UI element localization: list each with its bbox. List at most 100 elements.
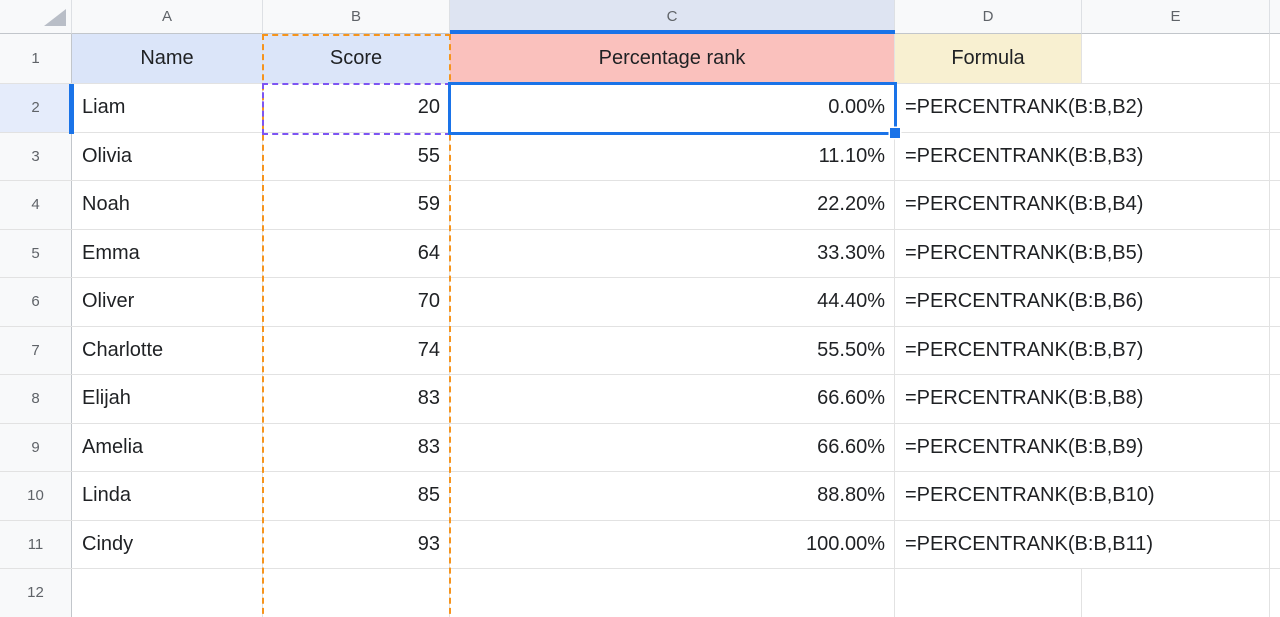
row-header-9[interactable]: 9 [0,423,72,471]
column-header-row: A B C D E [0,0,1280,34]
row-header-3[interactable]: 3 [0,132,72,180]
cell-A10[interactable]: Linda [72,472,263,520]
cell-C8[interactable]: 66.60% [450,375,895,423]
cell-A9[interactable]: Amelia [72,423,263,471]
row-header-12[interactable]: 12 [0,569,72,617]
cell-E9[interactable] [1082,423,1270,471]
cell-E10[interactable] [1082,472,1270,520]
sheet-row-10: 10 Linda 85 88.80% =PERCENTRANK(B:B,B10) [0,472,1280,521]
cell-C5[interactable]: 33.30% [450,229,895,277]
cell-F6[interactable] [1270,278,1280,326]
cell-D6[interactable]: =PERCENTRANK(B:B,B6) [905,290,1144,313]
cell-D1[interactable]: Formula [895,34,1082,83]
cell-F1[interactable] [1270,34,1280,83]
cell-A12[interactable] [72,569,263,617]
cell-F10[interactable] [1270,472,1280,520]
cell-B9[interactable]: 83 [263,423,450,471]
row-header-8[interactable]: 8 [0,375,72,423]
cell-D7[interactable]: =PERCENTRANK(B:B,B7) [905,338,1144,361]
cell-C7[interactable]: 55.50% [450,326,895,374]
cell-C1[interactable]: Percentage rank [450,34,895,83]
cell-C6[interactable]: 44.40% [450,278,895,326]
cell-B3[interactable]: 55 [263,132,450,180]
column-header-a[interactable]: A [72,0,263,34]
cell-F5[interactable] [1270,230,1280,278]
cell-A1[interactable]: Name [72,34,263,83]
cell-C9[interactable]: 66.60% [450,423,895,471]
cell-D5[interactable]: =PERCENTRANK(B:B,B5) [905,241,1144,264]
column-header-b[interactable]: B [263,0,450,34]
column-header-f-partial[interactable] [1270,0,1280,34]
cell-E2[interactable] [1082,84,1270,132]
cell-E1[interactable] [1082,34,1270,83]
cell-B12[interactable] [263,569,450,617]
cell-E11[interactable] [1082,520,1270,568]
column-header-c[interactable]: C [450,0,895,34]
cell-E12[interactable] [1082,569,1270,617]
cell-E6[interactable] [1082,278,1270,326]
cell-D8[interactable]: =PERCENTRANK(B:B,B8) [905,387,1144,410]
cell-A5[interactable]: Emma [72,229,263,277]
select-all-corner[interactable] [0,0,72,34]
cell-D12[interactable] [895,569,1082,617]
sheet-row-12: 12 [0,569,1280,617]
cell-F4[interactable] [1270,181,1280,229]
cell-E7[interactable] [1082,326,1270,374]
cell-B6[interactable]: 70 [263,278,450,326]
cell-E3[interactable] [1082,132,1270,180]
cell-C12[interactable] [450,569,895,617]
cell-D3[interactable]: =PERCENTRANK(B:B,B3) [905,144,1144,167]
sheet-row-7: 7 Charlotte 74 55.50% =PERCENTRANK(B:B,B… [0,326,1280,375]
cell-B1[interactable]: Score [263,34,450,83]
cell-C4[interactable]: 22.20% [450,181,895,229]
cell-B4[interactable]: 59 [263,181,450,229]
cell-A6[interactable]: Oliver [72,278,263,326]
cell-A7[interactable]: Charlotte [72,326,263,374]
sheet-row-4: 4 Noah 59 22.20% =PERCENTRANK(B:B,B4) [0,181,1280,230]
cell-E5[interactable] [1082,229,1270,277]
cell-D9[interactable]: =PERCENTRANK(B:B,B9) [905,435,1144,458]
sheet-row-2: 2 Liam 20 0.00% =PERCENTRANK(B:B,B2) [0,84,1280,133]
sheet-row-6: 6 Oliver 70 44.40% =PERCENTRANK(B:B,B6) [0,278,1280,327]
column-header-e[interactable]: E [1082,0,1270,34]
cell-E4[interactable] [1082,181,1270,229]
cell-A2[interactable]: Liam [72,84,263,132]
cell-E8[interactable] [1082,375,1270,423]
cell-F12[interactable] [1270,569,1280,617]
cell-F7[interactable] [1270,327,1280,375]
row-header-4[interactable]: 4 [0,181,72,229]
row-header-7[interactable]: 7 [0,326,72,374]
cell-A8[interactable]: Elijah [72,375,263,423]
cell-B8[interactable]: 83 [263,375,450,423]
fill-handle[interactable] [890,128,900,138]
cell-F8[interactable] [1270,375,1280,423]
cell-F3[interactable] [1270,133,1280,181]
cell-B2[interactable]: 20 [263,84,450,132]
row-header-5[interactable]: 5 [0,229,72,277]
cell-D10[interactable]: =PERCENTRANK(B:B,B10) [905,484,1155,507]
cell-D2[interactable]: =PERCENTRANK(B:B,B2) [905,96,1144,119]
cell-B7[interactable]: 74 [263,326,450,374]
cell-D11[interactable]: =PERCENTRANK(B:B,B11) [905,532,1154,555]
cell-C10[interactable]: 88.80% [450,472,895,520]
row-header-2[interactable]: 2 [0,84,72,132]
cell-A11[interactable]: Cindy [72,520,263,568]
cell-C2[interactable]: 0.00% [450,84,895,132]
cell-B10[interactable]: 85 [263,472,450,520]
cell-B11[interactable]: 93 [263,520,450,568]
cell-B5[interactable]: 64 [263,229,450,277]
cell-D4[interactable]: =PERCENTRANK(B:B,B4) [905,193,1144,216]
cell-A4[interactable]: Noah [72,181,263,229]
cell-F2[interactable] [1270,84,1280,132]
row-header-1[interactable]: 1 [0,34,72,83]
cell-F9[interactable] [1270,424,1280,472]
row-header-11[interactable]: 11 [0,520,72,568]
column-header-d[interactable]: D [895,0,1082,34]
cell-F11[interactable] [1270,521,1280,569]
cell-C11[interactable]: 100.00% [450,520,895,568]
row-header-10[interactable]: 10 [0,472,72,520]
row-header-6[interactable]: 6 [0,278,72,326]
cell-C3[interactable]: 11.10% [450,132,895,180]
cell-A3[interactable]: Olivia [72,132,263,180]
